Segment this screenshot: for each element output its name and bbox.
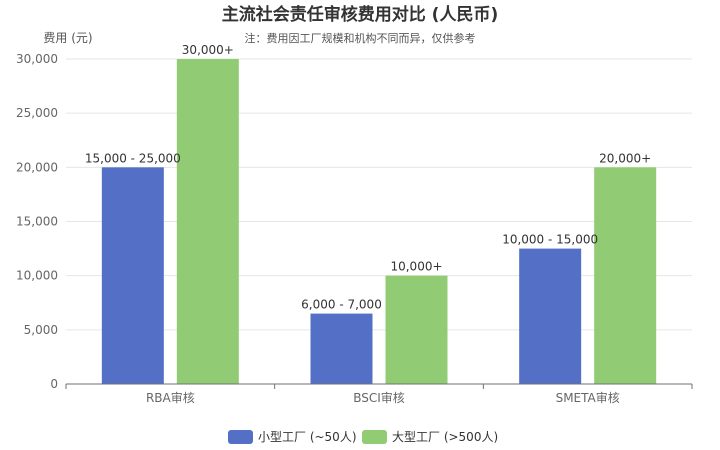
y-tick-label: 10,000 (16, 269, 58, 283)
bar-data-label: 15,000 - 25,000 (85, 151, 181, 165)
bar[interactable] (519, 248, 582, 384)
y-tick-label: 30,000 (16, 52, 58, 66)
y-tick-label: 15,000 (16, 215, 58, 229)
bar[interactable] (594, 167, 657, 384)
legend-swatch (228, 430, 253, 444)
y-axis-label: 费用 (元) (43, 31, 92, 45)
x-axis: RBA审核 BSCI审核 SMETA审核 (65, 383, 693, 405)
bar-data-label: 10,000 - 15,000 (502, 233, 598, 247)
data-labels: 15,000 - 25,000 6,000 - 7,000 10,000 - 15,… (85, 43, 651, 312)
legend-label: 小型工厂 (~50人) (258, 430, 357, 444)
y-tick-label: 0 (50, 377, 58, 391)
bar-data-label: 10,000+ (390, 260, 442, 274)
grid-lines (66, 58, 692, 331)
legend-label: 大型工厂 (>500人) (392, 430, 498, 444)
bars-group (101, 59, 657, 384)
bar[interactable] (385, 275, 448, 384)
legend-item[interactable]: 小型工厂 (~50人) (228, 430, 357, 444)
bar[interactable] (310, 313, 373, 384)
bar-data-label: 30,000+ (182, 43, 234, 57)
bar[interactable] (101, 167, 164, 384)
bar[interactable] (176, 59, 239, 384)
legend-item[interactable]: 大型工厂 (>500人) (362, 430, 498, 444)
chart-subtitle: 注：费用因工厂规模和机构不同而异，仅供参考 (245, 31, 476, 45)
bar-data-label: 6,000 - 7,000 (301, 298, 382, 312)
legend[interactable]: 小型工厂 (~50人) 大型工厂 (>500人) (228, 430, 498, 444)
y-tick-label: 25,000 (16, 106, 58, 120)
chart-title: 主流社会责任审核费用对比 (人民币) (222, 4, 498, 25)
y-tick-label: 5,000 (24, 323, 58, 337)
x-tick-label: BSCI审核 (353, 390, 405, 405)
y-tick-label: 20,000 (16, 160, 58, 174)
x-tick-label: RBA审核 (146, 390, 195, 405)
y-axis-ticks: 0 5,000 10,000 15,000 20,000 25,000 30,000 (16, 52, 58, 391)
bar-data-label: 20,000+ (599, 151, 651, 165)
legend-swatch (362, 430, 387, 444)
x-tick-label: SMETA审核 (556, 390, 620, 405)
